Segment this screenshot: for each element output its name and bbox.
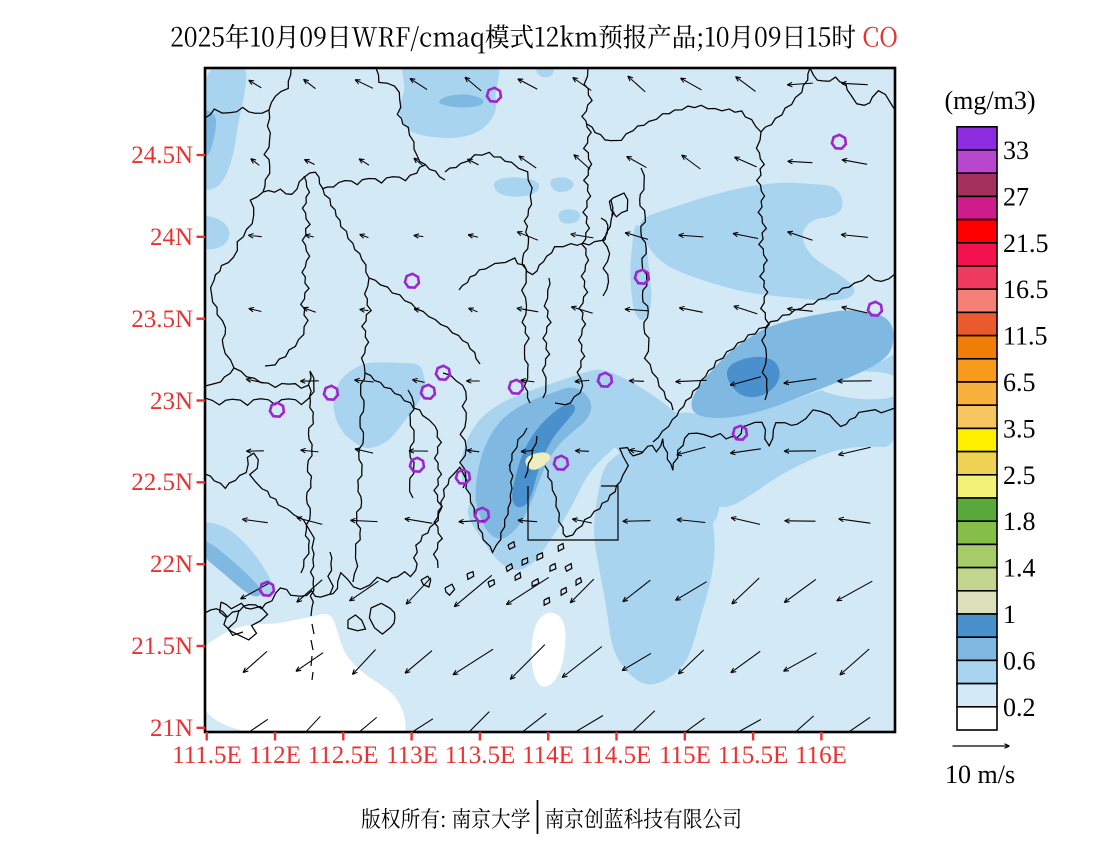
svg-text:10 m/s: 10 m/s (945, 760, 1015, 789)
svg-text:24.5N: 24.5N (131, 142, 193, 169)
svg-text:6.5: 6.5 (1003, 368, 1036, 397)
svg-text:2.5: 2.5 (1003, 461, 1036, 490)
svg-text:1: 1 (1003, 600, 1016, 629)
svg-text:112E: 112E (249, 742, 301, 769)
svg-text:23.5N: 23.5N (131, 306, 193, 333)
svg-text:24N: 24N (150, 224, 193, 251)
svg-text:115E: 115E (659, 742, 711, 769)
svg-text:0.2: 0.2 (1003, 693, 1036, 722)
svg-text:21.5N: 21.5N (131, 633, 193, 660)
svg-text:114.5E: 114.5E (581, 742, 652, 769)
svg-text:111.5E: 111.5E (172, 742, 242, 769)
svg-text:116E: 116E (795, 742, 847, 769)
svg-text:23N: 23N (150, 388, 193, 415)
svg-text:113.5E: 113.5E (445, 742, 516, 769)
svg-text:112.5E: 112.5E (308, 742, 379, 769)
svg-text:16.5: 16.5 (1003, 275, 1049, 304)
svg-text:21.5: 21.5 (1003, 229, 1049, 258)
svg-text:1.8: 1.8 (1003, 507, 1036, 536)
svg-text:(mg/m3): (mg/m3) (945, 86, 1036, 115)
svg-text:115.5E: 115.5E (718, 742, 789, 769)
svg-text:114E: 114E (522, 742, 574, 769)
svg-text:3.5: 3.5 (1003, 414, 1036, 443)
svg-text:22.5N: 22.5N (131, 469, 193, 496)
svg-text:0.6: 0.6 (1003, 646, 1036, 675)
svg-text:11.5: 11.5 (1003, 322, 1048, 351)
svg-text:27: 27 (1003, 182, 1029, 211)
svg-text:1.4: 1.4 (1003, 554, 1036, 583)
svg-text:33: 33 (1003, 136, 1029, 165)
svg-text:113E: 113E (386, 742, 438, 769)
svg-text:21N: 21N (150, 715, 193, 742)
svg-text:22N: 22N (150, 551, 193, 578)
